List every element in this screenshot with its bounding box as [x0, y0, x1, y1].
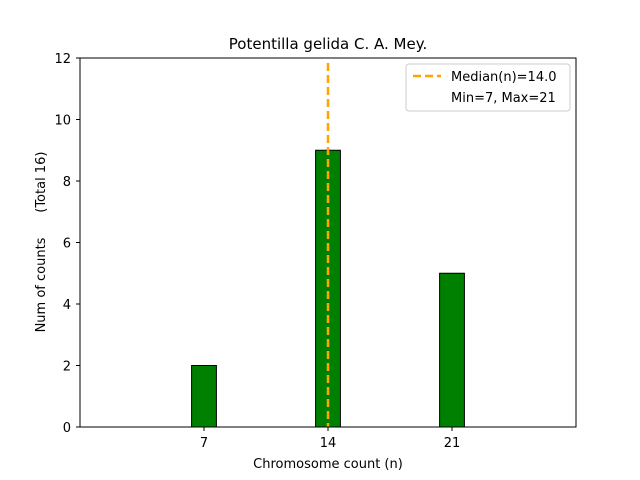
bar-21 [439, 272, 465, 428]
chart-title: Potentilla gelida C. A. Mey. [229, 35, 427, 53]
bar-7 [191, 365, 217, 428]
y-tick-label-2: 2 [63, 360, 71, 375]
y-tick-label-10: 10 [54, 114, 71, 129]
legend: Median(n)=14.0 Min=7, Max=21 [405, 63, 571, 112]
bar-14 [315, 149, 341, 428]
y-tick-label-4: 4 [63, 298, 71, 313]
y-axis-label: Num of counts (Total 16) [34, 152, 49, 333]
x-axis-label: Chromosome count (n) [253, 457, 403, 472]
y-tick-label-6: 6 [63, 237, 71, 252]
legend-frame [405, 63, 571, 112]
y-tick-label-8: 8 [63, 175, 71, 190]
x-tick-label-7: 7 [200, 436, 208, 451]
legend-minmax-label: Min=7, Max=21 [451, 91, 556, 106]
y-axis-ticks: 0 2 4 6 8 10 12 [54, 52, 80, 436]
x-tick-label-14: 14 [320, 436, 337, 451]
y-tick-label-12: 12 [54, 52, 71, 67]
legend-median-label: Median(n)=14.0 [451, 70, 557, 85]
x-axis-ticks: 7 14 21 [200, 427, 460, 451]
y-tick-label-0: 0 [63, 421, 71, 436]
x-tick-label-21: 21 [444, 436, 461, 451]
